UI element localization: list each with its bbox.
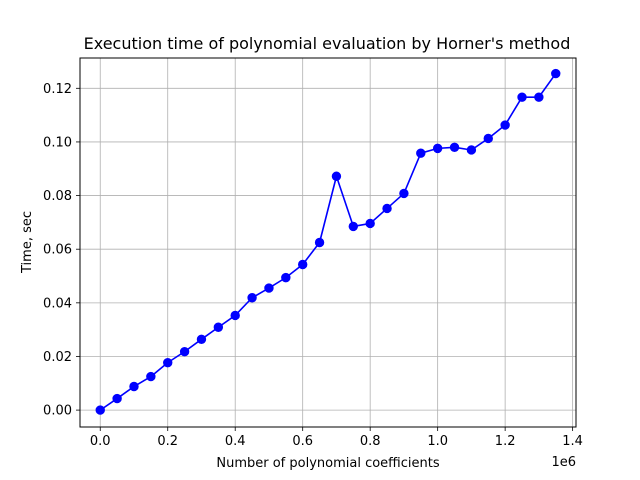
y-tick-label: 0.02 bbox=[43, 350, 72, 365]
x-axis-offset-label: 1e6 bbox=[551, 455, 576, 470]
data-point bbox=[281, 272, 291, 283]
y-tick-label: 0.08 bbox=[43, 189, 72, 204]
y-axis-label: Time, sec bbox=[20, 211, 35, 274]
data-point bbox=[95, 405, 105, 415]
data-point bbox=[483, 133, 493, 144]
data-point bbox=[213, 322, 224, 332]
y-tick-label: 0.00 bbox=[43, 404, 72, 419]
data-point bbox=[466, 145, 477, 155]
data-point bbox=[331, 171, 342, 181]
y-tick-label: 0.06 bbox=[43, 243, 72, 258]
x-tick-label: 0.0 bbox=[90, 434, 111, 449]
y-tick-label: 0.04 bbox=[43, 296, 72, 311]
data-point bbox=[500, 120, 510, 130]
x-tick-label: 1.4 bbox=[562, 434, 583, 449]
data-point bbox=[314, 237, 325, 248]
plot-frame bbox=[79, 57, 577, 428]
y-tick-label: 0.10 bbox=[43, 135, 72, 150]
data-point bbox=[432, 143, 443, 154]
x-tick-label: 1.0 bbox=[427, 434, 448, 449]
data-point bbox=[382, 203, 392, 214]
data-point bbox=[264, 283, 274, 293]
x-tick-label: 0.4 bbox=[225, 434, 246, 449]
data-point bbox=[179, 346, 190, 357]
y-tick-label: 0.12 bbox=[43, 82, 72, 97]
series-layer bbox=[95, 68, 561, 415]
data-point bbox=[146, 371, 156, 382]
x-axis-label: Number of polynomial coefficients bbox=[216, 456, 439, 471]
data-point bbox=[551, 68, 561, 79]
x-tick-label: 0.6 bbox=[292, 434, 313, 449]
data-point bbox=[196, 334, 207, 345]
data-point bbox=[399, 188, 409, 199]
data-point bbox=[416, 148, 426, 158]
chart-title: Execution time of polynomial evaluation … bbox=[84, 34, 571, 53]
data-point bbox=[348, 221, 359, 232]
x-tick-label: 0.2 bbox=[157, 434, 178, 449]
data-point bbox=[247, 293, 257, 303]
data-point bbox=[517, 92, 527, 102]
x-tick-label: 1.2 bbox=[495, 434, 516, 449]
data-point bbox=[534, 92, 544, 102]
x-tick-label: 0.8 bbox=[360, 434, 381, 449]
series-line bbox=[99, 73, 557, 411]
data-point bbox=[365, 218, 375, 229]
data-point bbox=[449, 142, 460, 153]
grid bbox=[80, 58, 576, 427]
data-point bbox=[230, 310, 240, 321]
y-axis-ticks: 0.00 0.02 0.04 0.06 0.08 0.10 0.12 bbox=[43, 82, 80, 419]
data-point bbox=[163, 357, 173, 368]
data-point bbox=[129, 381, 139, 392]
data-point bbox=[112, 393, 122, 404]
x-axis-ticks: 0.0 0.2 0.4 0.6 0.8 1.0 1.2 1.4 bbox=[90, 427, 583, 449]
data-point bbox=[297, 259, 308, 270]
